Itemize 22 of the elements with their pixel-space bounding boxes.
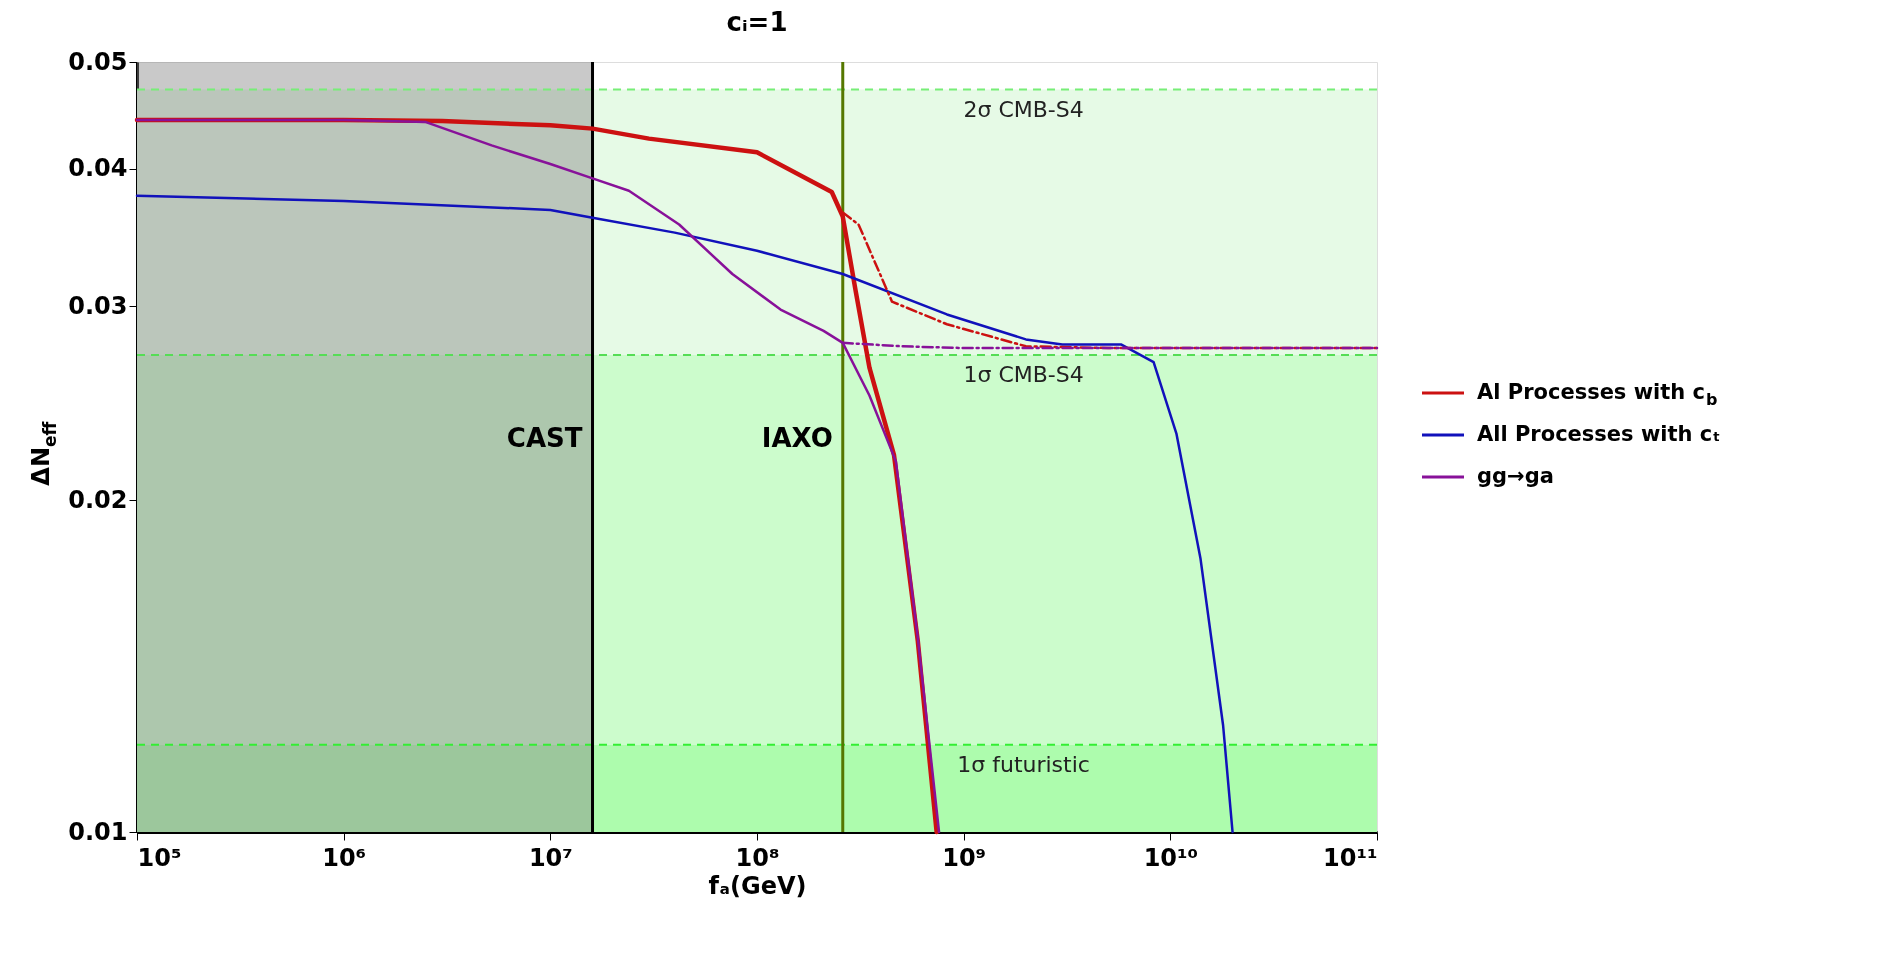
x-tick-label: 10⁵ [137, 843, 182, 872]
chart-title: cᵢ=1 [726, 7, 788, 37]
x-tick-label: 10⁸ [735, 843, 780, 872]
x-tick-label: 10¹⁰ [1143, 843, 1199, 872]
ref-line-label: 2σ CMB-S4 [963, 96, 1084, 122]
ref-line-label: 1σ CMB-S4 [963, 362, 1084, 388]
legend-label: gg→ga [1477, 464, 1554, 489]
x-tick-label: 10⁶ [322, 843, 367, 872]
x-tick-label: 10¹¹ [1323, 843, 1378, 872]
y-tick-label: 0.05 [68, 47, 128, 76]
legend-label: All Processes with cₜ [1477, 422, 1721, 447]
ref-line-label: CAST [506, 423, 583, 454]
ref-line-label: IAXO [761, 423, 833, 454]
x-tick-label: 10⁷ [528, 843, 573, 872]
y-tick-label: 0.03 [68, 291, 128, 320]
y-tick-label: 0.02 [68, 485, 128, 514]
x-tick-label: 10⁹ [942, 843, 987, 872]
y-tick-label: 0.01 [68, 817, 128, 846]
y-tick-label: 0.04 [68, 154, 128, 183]
y-axis-title: ΔNeff [27, 421, 60, 486]
ref-line-label: 1σ futuristic [957, 751, 1090, 777]
x-axis-title: fₐ(GeV) [708, 871, 807, 900]
